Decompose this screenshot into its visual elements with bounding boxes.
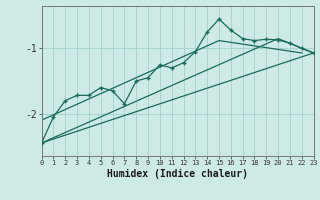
X-axis label: Humidex (Indice chaleur): Humidex (Indice chaleur) — [107, 169, 248, 179]
